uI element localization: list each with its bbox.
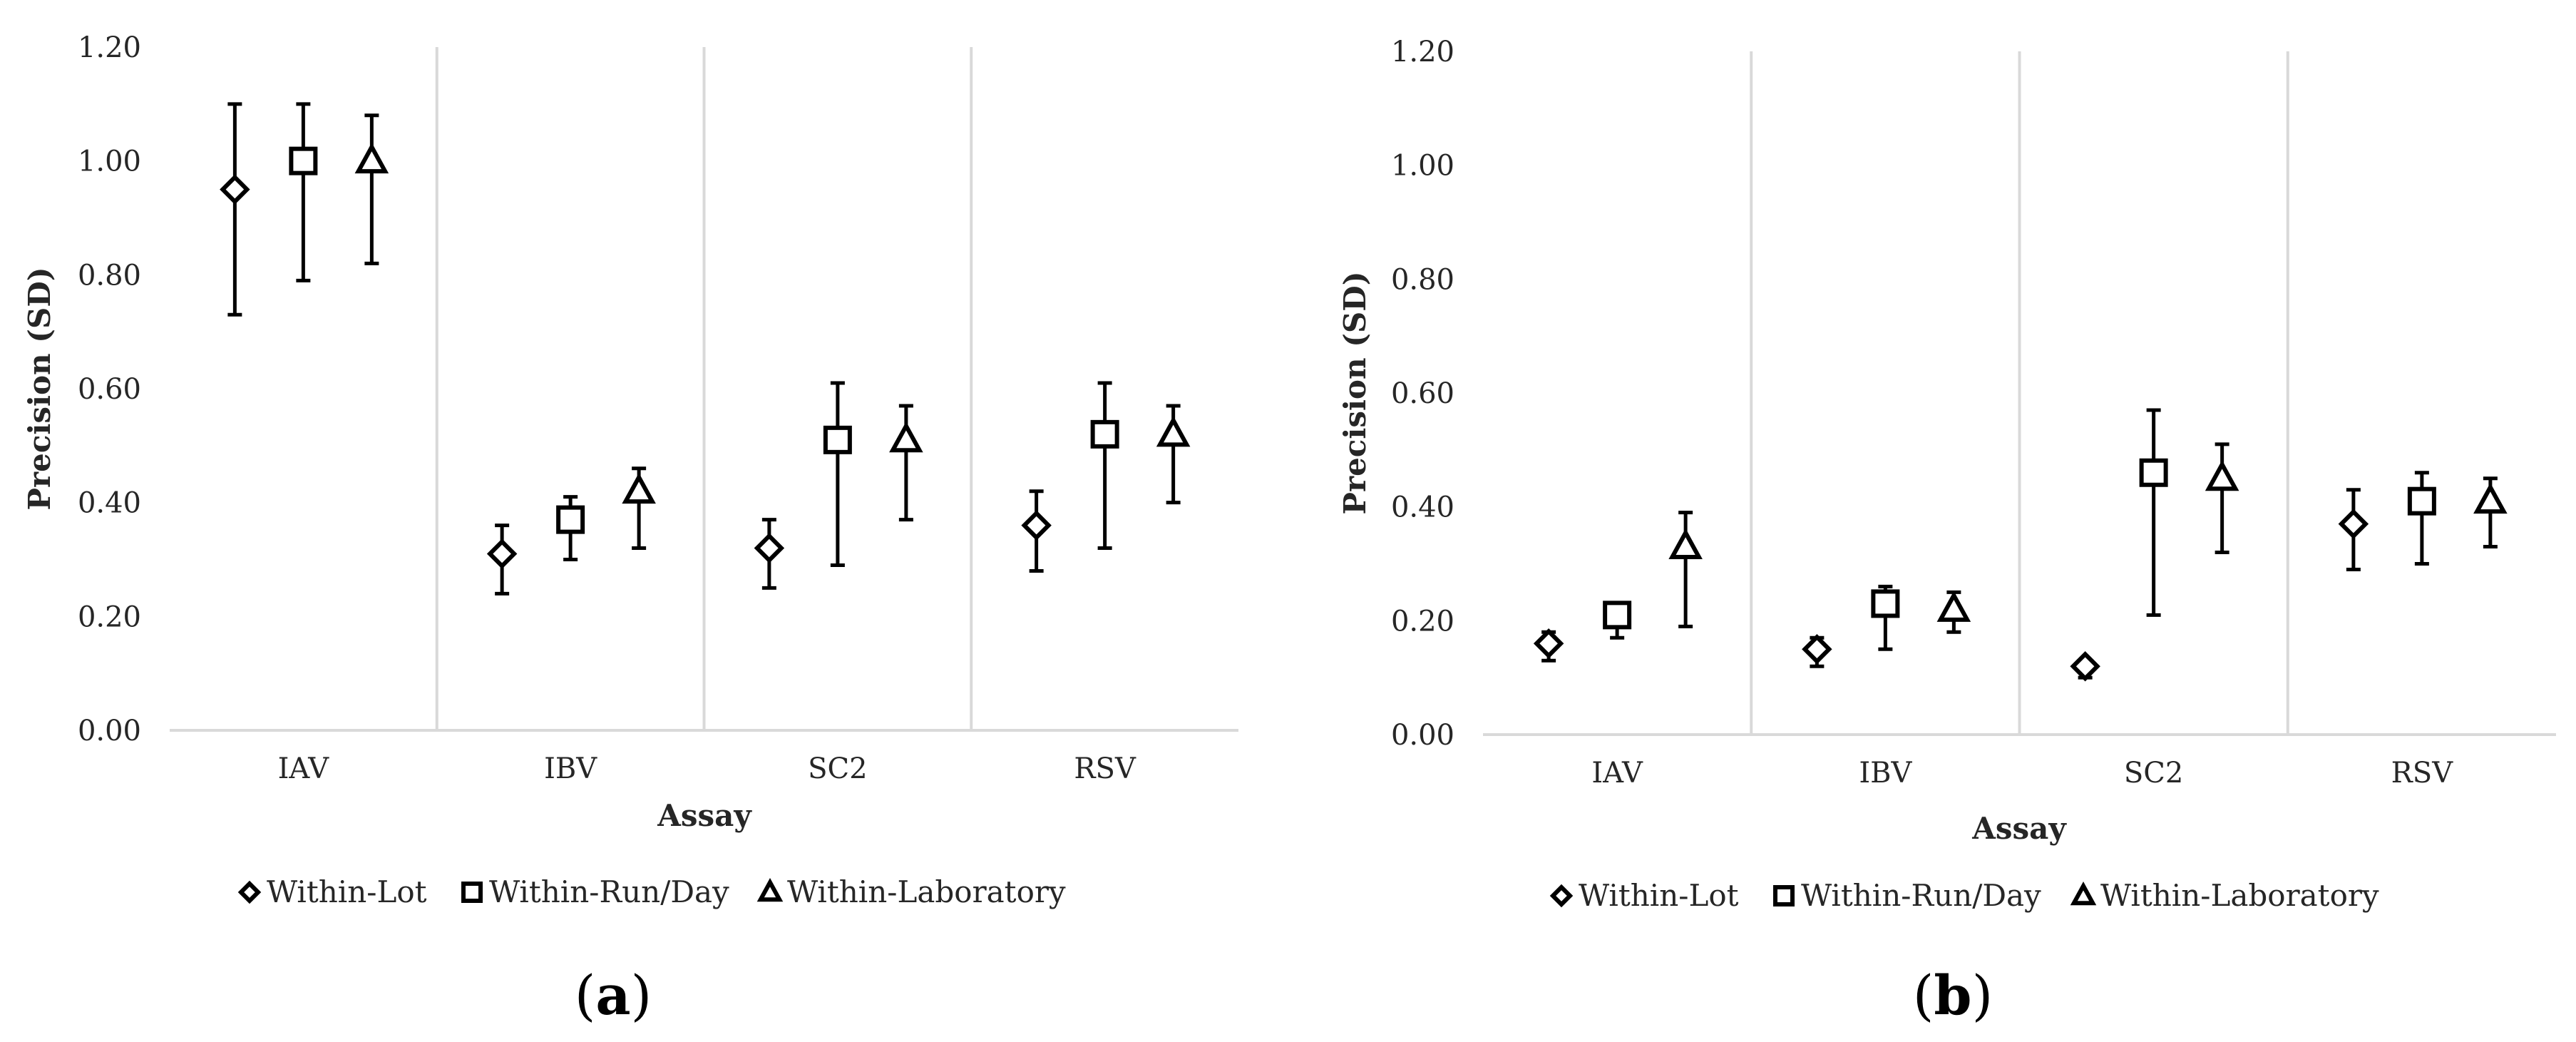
x-axis-title: Assay (657, 798, 752, 833)
x-tick-label: SC2 (2124, 757, 2183, 790)
y-tick-label: 1.00 (78, 145, 141, 178)
x-tick-label: SC2 (808, 752, 867, 785)
panel-label-b: (b) (1913, 964, 1993, 1027)
legend-label: Within-Run/Day (489, 874, 729, 909)
data-point-triangle (2473, 482, 2508, 514)
y-tick-label: 0.60 (78, 373, 141, 406)
data-point-diamond (486, 538, 518, 569)
data-point-triangle (889, 422, 923, 453)
data-point-triangle (1668, 528, 1703, 559)
data-point-square (1090, 419, 1119, 449)
data-point-square (2407, 486, 2436, 516)
data-point-square (556, 505, 585, 534)
y-tick-label: 0.20 (78, 601, 141, 633)
y-tick-label: 0.00 (78, 715, 141, 747)
y-axis-title: Precision (SD) (22, 267, 57, 510)
legend-marker-square (461, 882, 483, 903)
data-point-square (823, 425, 852, 454)
data-point-diamond (1533, 628, 1564, 659)
panel-label-a: (a) (575, 964, 652, 1027)
data-point-diamond (2338, 509, 2369, 539)
legend-label: Within-Run/Day (1801, 878, 2041, 913)
y-tick-label: 0.80 (78, 259, 141, 292)
x-tick-label: IAV (1591, 757, 1643, 790)
y-tick-label: 1.20 (1391, 36, 1454, 68)
legend-label: Within-Laboratory (787, 874, 1066, 909)
y-axis-title: Precision (SD) (1338, 271, 1372, 514)
data-point-triangle (1936, 591, 1971, 622)
data-point-triangle (2205, 459, 2239, 491)
y-tick-label: 0.40 (78, 487, 141, 520)
data-point-triangle (622, 472, 656, 504)
data-point-triangle (1156, 416, 1191, 447)
legend-label: Within-Laboratory (2100, 878, 2379, 913)
data-point-diamond (1802, 634, 1832, 665)
legend-label: Within-Lot (1579, 878, 1739, 913)
y-tick-label: 0.80 (1391, 263, 1454, 296)
x-tick-label: RSV (2391, 757, 2454, 790)
legend-marker-triangle (2070, 881, 2097, 906)
x-tick-label: IAV (278, 752, 330, 785)
data-point-diamond (2070, 650, 2100, 682)
legend-marker-square (1773, 885, 1795, 906)
y-tick-label: 1.00 (1391, 150, 1454, 183)
legend-marker-triangle (756, 877, 784, 902)
data-point-diamond (220, 174, 250, 205)
legend-label: Within-Lot (267, 874, 427, 909)
chart-panel-a: 0.00 0.20 0.40 0.60 0.80 1.00 1.20 Precision (S… (22, 31, 1238, 909)
x-tick-label: IBV (544, 752, 597, 785)
y-tick-label: 1.20 (78, 31, 141, 64)
x-tick-label: RSV (1074, 752, 1136, 785)
data-point-square (1871, 589, 1900, 618)
legend-marker-diamond (237, 880, 262, 904)
data-point-square (1603, 601, 1632, 630)
data-point-square (289, 146, 318, 175)
data-point-square (2139, 458, 2168, 487)
data-point-diamond (1021, 510, 1052, 541)
y-tick-label: 0.60 (1391, 377, 1454, 410)
y-tick-label: 0.20 (1391, 605, 1454, 638)
y-tick-label: 0.40 (1391, 491, 1454, 524)
data-point-triangle (354, 142, 389, 174)
legend-marker-diamond (1549, 884, 1574, 908)
chart-panel-b: 0.00 0.20 0.40 0.60 0.80 1.00 1.20 Precision (S… (1338, 36, 2556, 913)
data-point-diamond (754, 533, 785, 563)
x-tick-label: IBV (1859, 757, 1912, 790)
y-tick-label: 0.00 (1391, 719, 1454, 752)
x-axis-title: Assay (1971, 811, 2067, 846)
